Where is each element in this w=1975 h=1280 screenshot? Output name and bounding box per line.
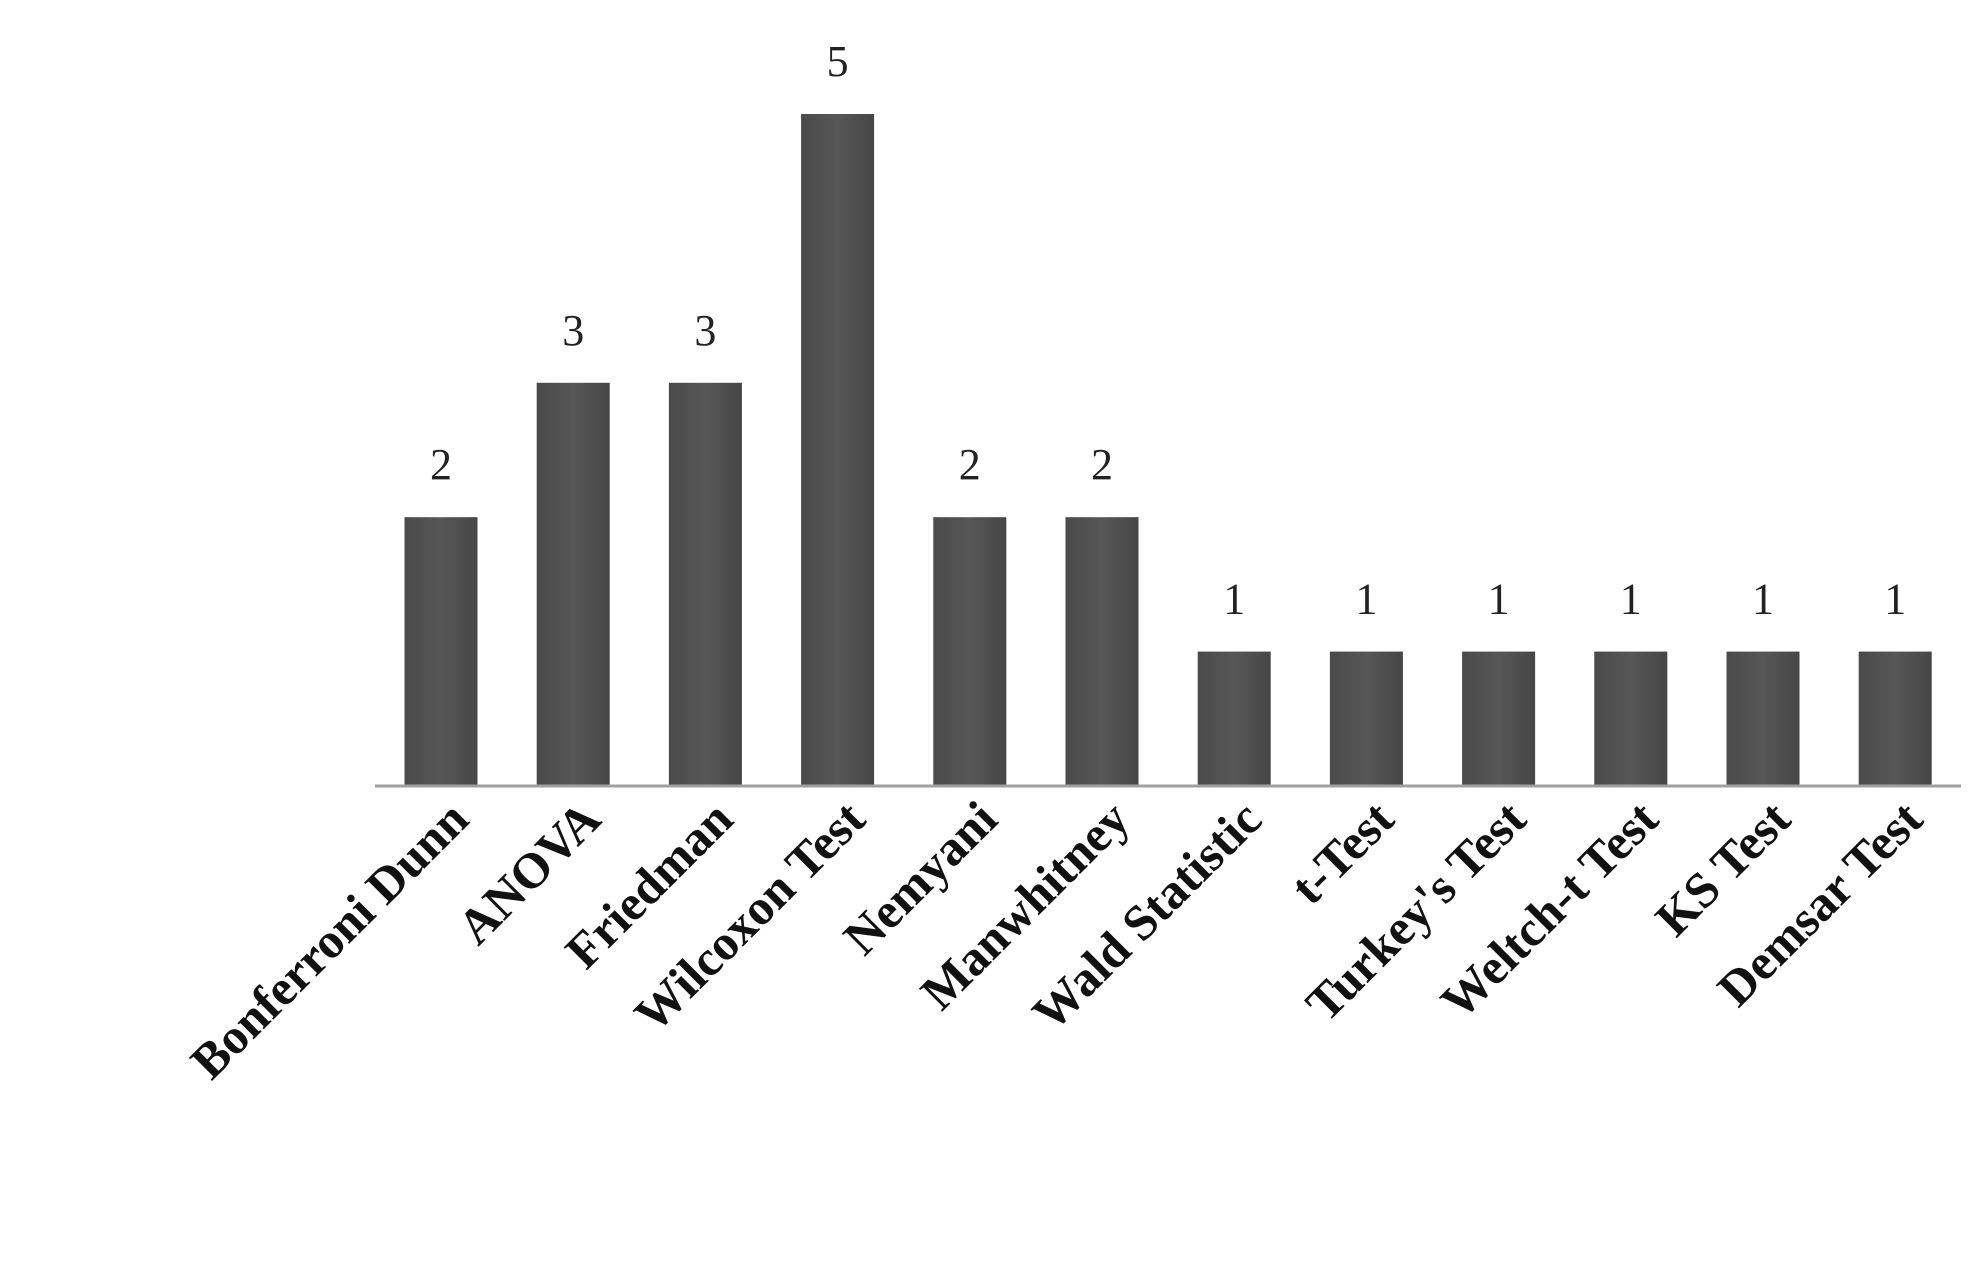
data-label: 5 (827, 37, 849, 86)
data-label: 3 (694, 306, 716, 355)
bar-shade (933, 517, 1007, 786)
bar-group (933, 517, 1007, 786)
bar-shade (404, 517, 478, 786)
data-label: 2 (1091, 440, 1113, 489)
bar-group (536, 382, 610, 786)
data-label: 1 (1884, 575, 1906, 624)
data-label: 3 (562, 306, 584, 355)
data-label: 1 (1355, 575, 1377, 624)
bar-shade (1594, 651, 1668, 786)
bar-shade (1329, 651, 1403, 786)
x-tick-label: t-Test (1279, 790, 1404, 915)
x-tick-label: Wald Statistic (1021, 790, 1272, 1041)
bar-group (801, 114, 875, 786)
bar-group (1858, 651, 1932, 786)
data-label: 1 (1752, 575, 1774, 624)
bar-group (1329, 651, 1403, 786)
data-label: 1 (1620, 575, 1642, 624)
data-label: 2 (430, 440, 452, 489)
bar-shade (1462, 651, 1536, 786)
data-label: 2 (959, 440, 981, 489)
bar-shade (536, 382, 610, 786)
data-label: 1 (1488, 575, 1510, 624)
bar-group (1197, 651, 1271, 786)
bar-group (1726, 651, 1800, 786)
bar-shade (1726, 651, 1800, 786)
bar-group (1065, 517, 1139, 786)
data-label: 1 (1223, 575, 1245, 624)
bar-group (668, 382, 742, 786)
bar-shade (1197, 651, 1271, 786)
bar-group (404, 517, 478, 786)
bar-shade (1065, 517, 1139, 786)
bar-shade (1858, 651, 1932, 786)
bar-shade (801, 114, 875, 786)
x-tick-label: Wilcoxon Test (623, 790, 875, 1042)
plot-area (404, 114, 1932, 786)
bar-group (1594, 651, 1668, 786)
x-tick-label: Bonferroni Dunn (180, 790, 479, 1089)
bar-group (1462, 651, 1536, 786)
bar-shade (668, 382, 742, 786)
